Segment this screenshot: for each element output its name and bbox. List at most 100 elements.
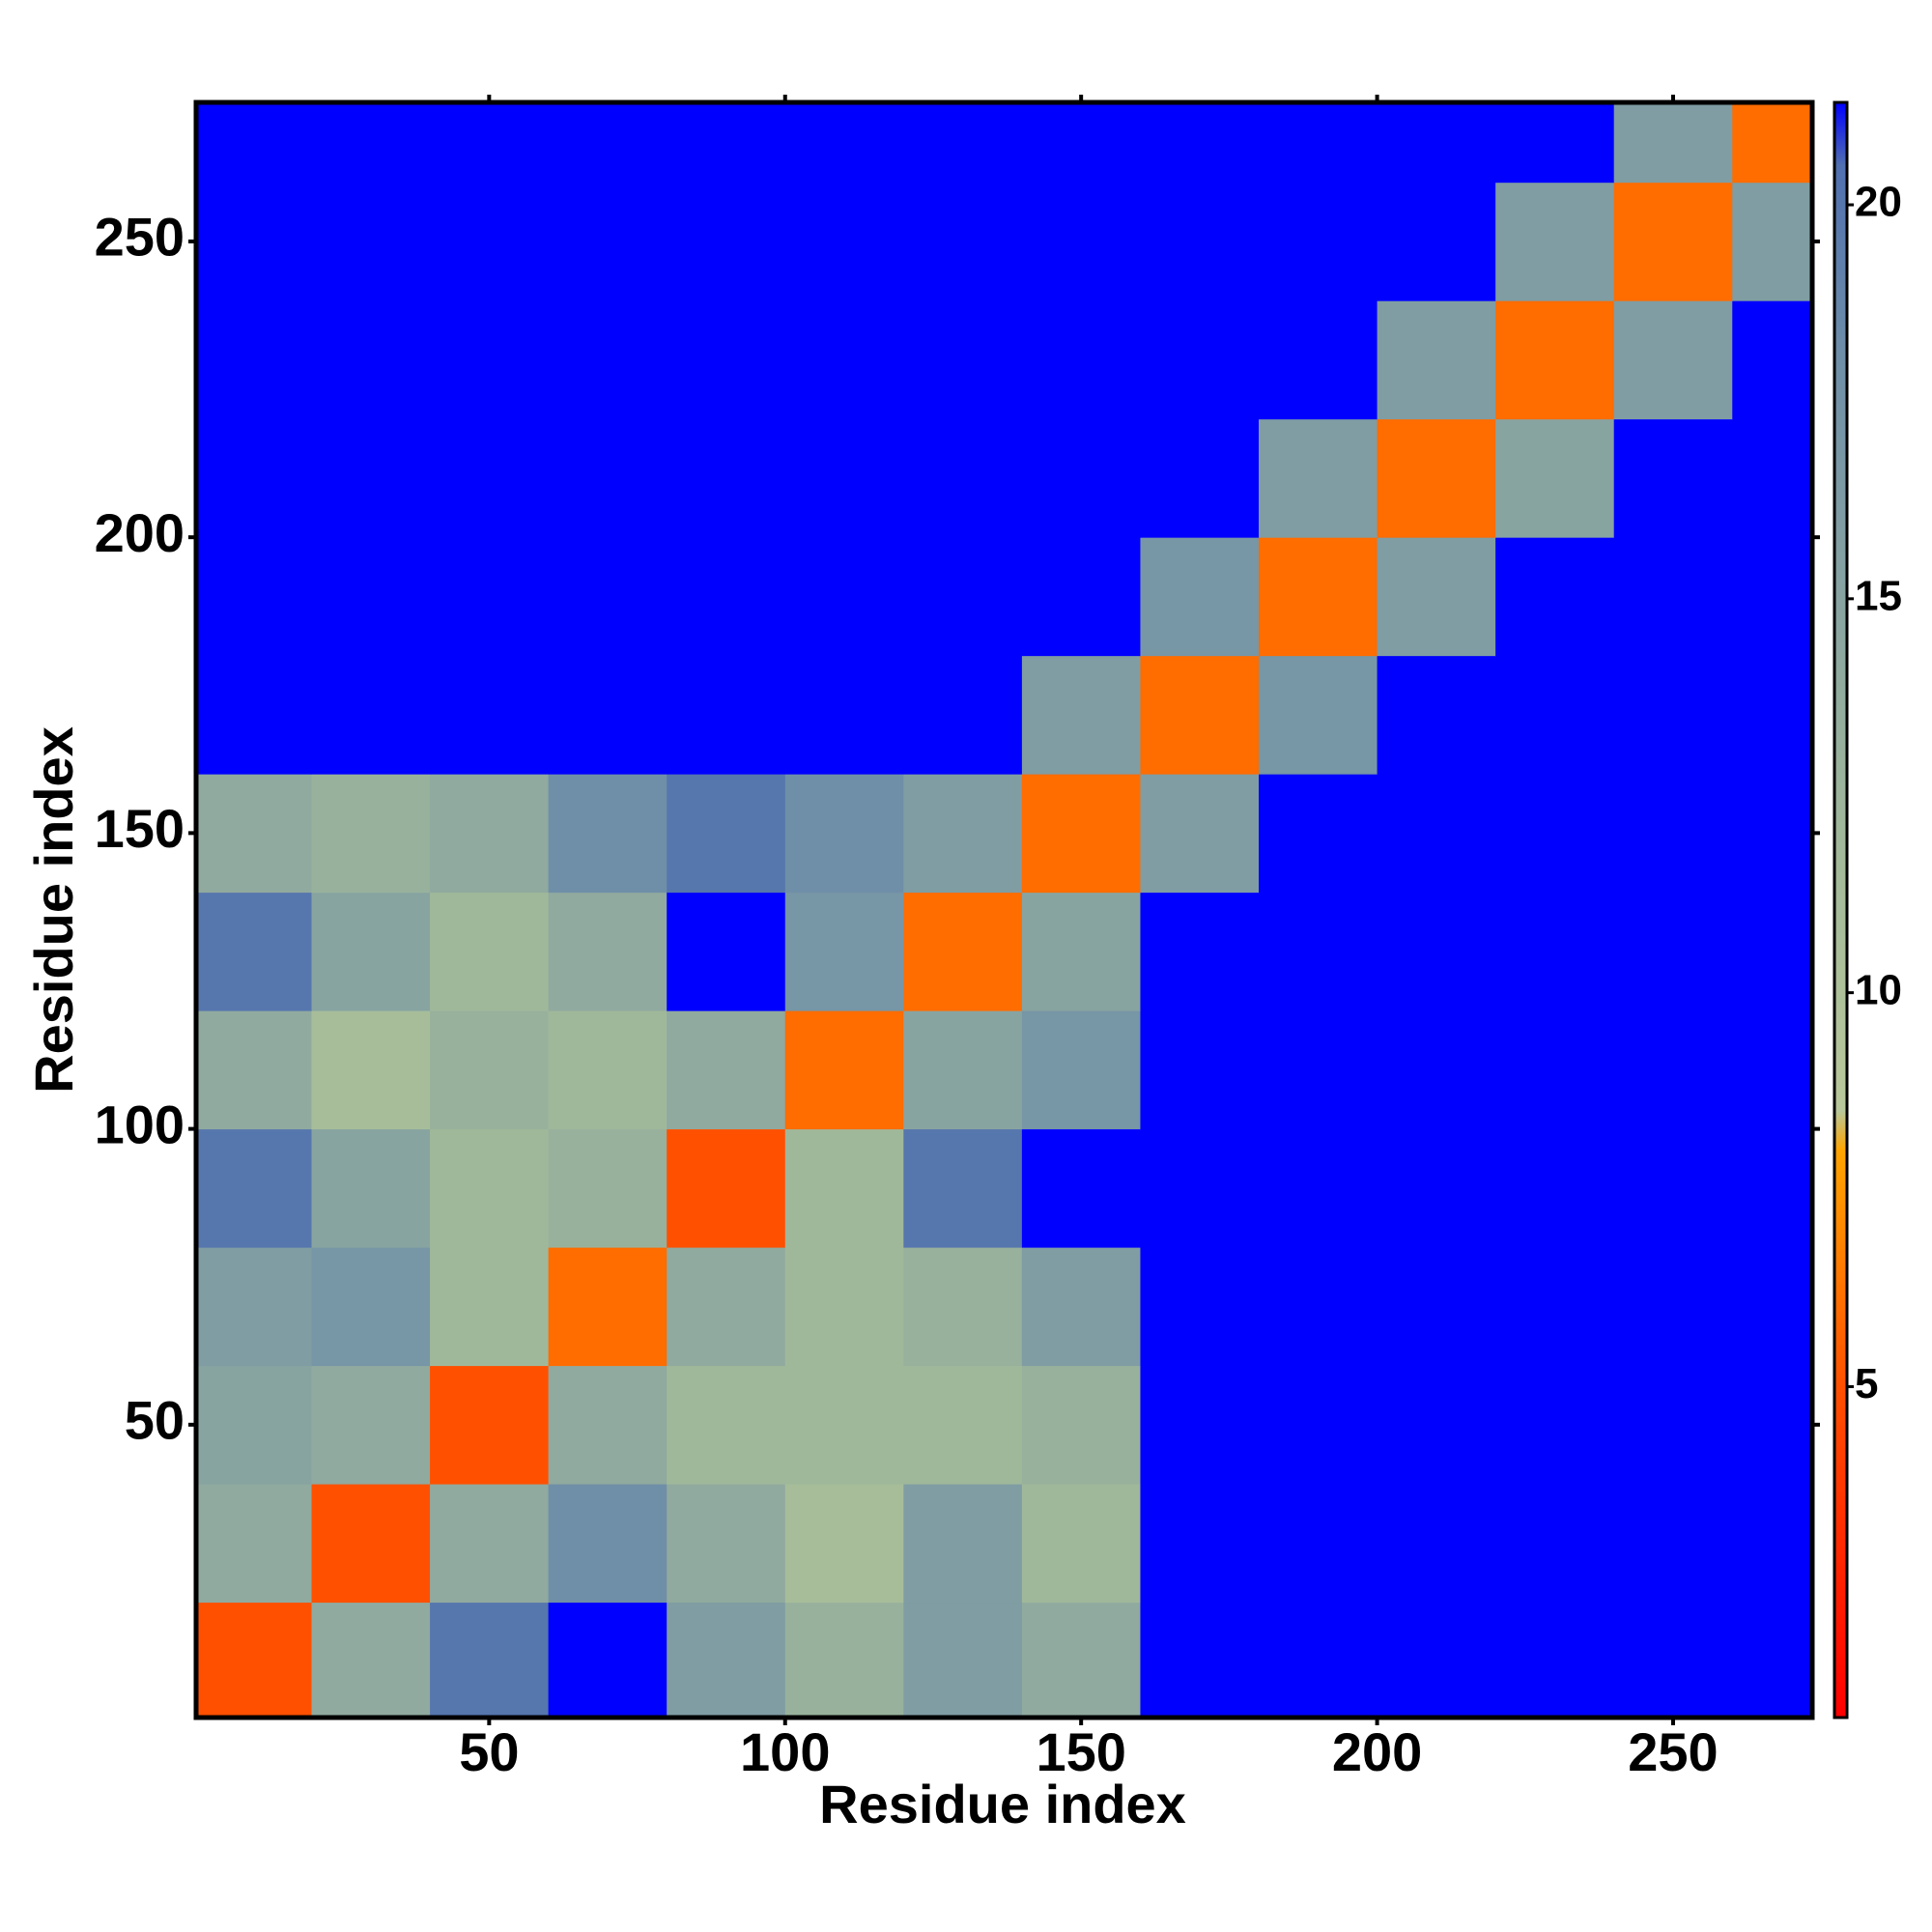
heatmap-cell [1732,1010,1812,1130]
heatmap-cell [784,182,904,301]
heatmap-cell [903,300,1023,420]
heatmap-cell [548,655,668,775]
heatmap-cell [1377,102,1496,184]
heatmap-cell [196,1484,312,1604]
x-axis-label: Residue index [819,1774,1186,1834]
heatmap-cell [1021,537,1141,657]
heatmap-cell [1613,1128,1733,1248]
heatmap-cell [1732,1247,1812,1367]
heatmap-cell [430,300,550,420]
heatmap-cell [1495,418,1615,538]
heatmap-cell [548,102,668,184]
heatmap-cell [1259,1602,1378,1718]
heatmap-cell [1259,1010,1378,1130]
heatmap-cell [196,537,312,657]
heatmap-cell [1613,1484,1733,1604]
heatmap-cell [1377,182,1496,301]
heatmap-cell [1021,182,1141,301]
heatmap-cell [1259,418,1378,538]
heatmap-cell [311,1010,431,1130]
heatmap-cell [311,102,431,184]
heatmap-cell [1732,1602,1812,1718]
heatmap-cell [430,537,550,657]
heatmap-cell [1613,1365,1733,1485]
heatmap-cell [196,1010,312,1130]
heatmap-cell [667,1247,786,1367]
heatmap-cell [548,774,668,894]
heatmap-cell [1732,1365,1812,1485]
heatmap-cell [903,1365,1023,1485]
heatmap-cell [1732,418,1812,538]
heatmap-cell [1732,537,1812,657]
heatmap-cell [784,1128,904,1248]
heatmap-cell [548,1247,668,1367]
heatmap-cell [667,1010,786,1130]
heatmap-cell [311,418,431,538]
heatmap-cell [903,1484,1023,1604]
heatmap-cell [430,418,550,538]
heatmap-cell [311,182,431,301]
heatmap-cell [903,182,1023,301]
heatmap-cell [1021,418,1141,538]
colorbar-tick-label: 15 [1855,572,1902,619]
heatmap-cell [667,418,786,538]
heatmap-cell [1613,1602,1733,1718]
heatmap-cell [1259,1484,1378,1604]
heatmap-cell [1259,300,1378,420]
heatmap-cell [784,1247,904,1367]
heatmap-cell [1140,418,1260,538]
heatmap-cell [311,1602,431,1718]
heatmap-cell [196,1365,312,1485]
heatmap-cells [196,102,1812,1718]
heatmap-cell [1259,655,1378,775]
heatmap-cell [1495,1365,1615,1485]
y-axis-label: Residue index [23,726,84,1094]
heatmap-cell [1259,1128,1378,1248]
heatmap-cell [1140,1365,1260,1485]
heatmap-cell [311,1128,431,1248]
heatmap-cell [784,102,904,184]
heatmap-cell [311,1484,431,1604]
heatmap-cell [430,1128,550,1248]
heatmap-cell [1377,418,1496,538]
heatmap-cell [1613,774,1733,894]
heatmap-cell [903,892,1023,1011]
heatmap-cell [667,1484,786,1604]
heatmap-cell [1140,1247,1260,1367]
heatmap-cell [784,537,904,657]
heatmap-cell [1259,774,1378,894]
heatmap-cell [548,182,668,301]
heatmap-cell [548,892,668,1011]
heatmap-cell [1377,1247,1496,1367]
heatmap-cell [196,1128,312,1248]
heatmap-cell [196,1247,312,1367]
heatmap-cell [1495,774,1615,894]
heatmap-cell [1140,1602,1260,1718]
heatmap-cell [1732,102,1812,184]
heatmap-cell [430,655,550,775]
heatmap-cell [1495,1602,1615,1718]
heatmap-cell [903,1128,1023,1248]
heatmap-cell [196,418,312,538]
heatmap-cell [1140,1484,1260,1604]
heatmap-cell [1377,1365,1496,1485]
heatmap-cell [1140,774,1260,894]
colorbar-tick-label: 10 [1855,966,1902,1013]
heatmap-cell [1021,1365,1141,1485]
heatmap-cell [1140,537,1260,657]
heatmap-cell [1495,300,1615,420]
heatmap-cell [430,1484,550,1604]
heatmap-cell [196,300,312,420]
heatmap-cell [1259,102,1378,184]
heatmap-cell [1732,892,1812,1011]
heatmap-cell [667,774,786,894]
heatmap-cell [1377,655,1496,775]
heatmap-cell [1495,892,1615,1011]
heatmap-cell [548,1602,668,1718]
heatmap-cell [784,1602,904,1718]
heatmap-cell [1732,774,1812,894]
heatmap-cell [1021,1602,1141,1718]
heatmap-cell [1377,537,1496,657]
